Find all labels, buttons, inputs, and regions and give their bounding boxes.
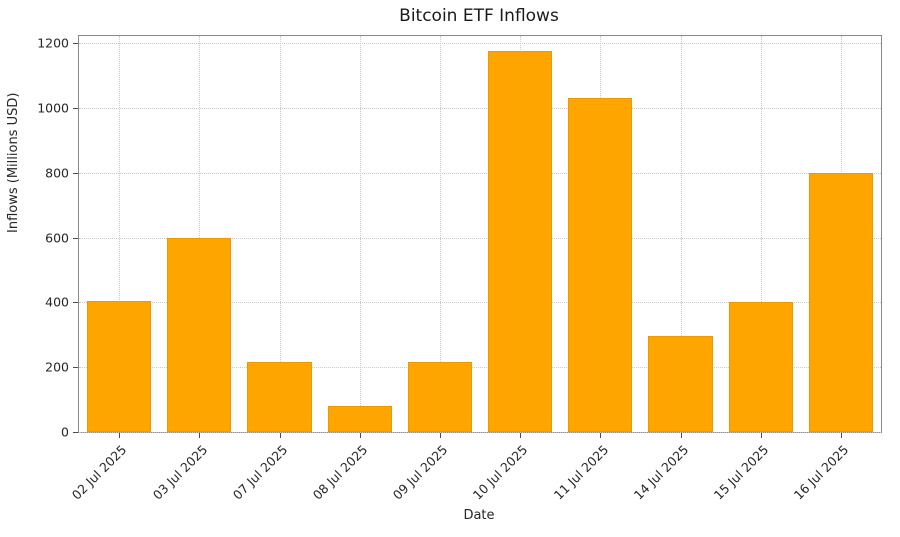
y-axis-label: Inflows (Millions USD) <box>6 92 21 233</box>
bar <box>728 302 793 432</box>
x-tick-label: 07 Jul 2025 <box>229 442 291 503</box>
x-tick-label: 15 Jul 2025 <box>710 442 772 503</box>
x-tick-mark <box>439 433 441 438</box>
x-tick-label: 09 Jul 2025 <box>389 442 451 503</box>
x-axis-label: Date <box>463 508 495 523</box>
gridline-vertical <box>279 36 281 432</box>
x-tick-label: 14 Jul 2025 <box>630 442 692 503</box>
x-tick-mark <box>199 433 201 438</box>
bar <box>648 336 713 432</box>
x-tick-label: 02 Jul 2025 <box>69 442 130 503</box>
gridline-vertical <box>439 36 441 432</box>
x-tick-mark <box>119 433 121 438</box>
x-tick-mark <box>840 433 842 438</box>
y-tick-label: 1000 <box>37 100 69 116</box>
gridline-horizontal <box>79 432 881 433</box>
x-tick-label: 11 Jul 2025 <box>550 442 611 503</box>
gridline-horizontal <box>79 107 881 109</box>
x-tick-mark <box>279 433 281 438</box>
gridline-horizontal <box>79 237 881 239</box>
bar <box>247 362 312 432</box>
bar <box>568 98 633 432</box>
plot-area: 0 200 400 600 800 1000 1200 02 Jul 2025 03 Jul 2… <box>37 35 882 503</box>
y-tick-label: 200 <box>45 359 69 375</box>
y-tick-label: 1200 <box>37 35 69 51</box>
bar <box>407 362 472 432</box>
bar <box>808 172 873 432</box>
bar <box>87 300 152 432</box>
x-tick-label: 16 Jul 2025 <box>790 442 852 503</box>
y-tick-mark <box>73 302 78 304</box>
tick-layer: 0 200 400 600 800 1000 1200 02 Jul 2025 03 Jul 2… <box>37 36 881 503</box>
x-tick-label: 08 Jul 2025 <box>309 442 371 503</box>
bar <box>167 237 232 432</box>
gridline-vertical <box>359 36 361 432</box>
y-tick-label: 400 <box>45 294 69 310</box>
y-tick-mark <box>73 172 78 174</box>
chart-title: Bitcoin ETF Inflows <box>399 6 559 26</box>
gridline-vertical <box>680 36 682 432</box>
x-tick-mark <box>520 433 522 438</box>
x-tick-mark <box>359 433 361 438</box>
y-tick-mark <box>73 107 78 109</box>
y-tick-mark <box>73 367 78 369</box>
bar <box>488 51 553 432</box>
gridline-horizontal <box>79 302 881 304</box>
gridline-horizontal <box>79 367 881 369</box>
bar <box>327 406 392 432</box>
y-tick-mark <box>73 237 78 239</box>
y-tick-label: 600 <box>45 230 69 246</box>
x-tick-label: 10 Jul 2025 <box>470 442 531 503</box>
x-tick-label: 03 Jul 2025 <box>149 442 210 503</box>
y-tick-mark <box>73 432 78 433</box>
y-tick-label: 800 <box>45 165 69 181</box>
x-tick-mark <box>600 433 602 438</box>
gridline-horizontal <box>79 172 881 174</box>
y-tick-mark <box>73 43 78 45</box>
gridline-vertical <box>760 36 762 432</box>
x-tick-mark <box>760 433 762 438</box>
bar-layer <box>79 36 881 432</box>
gridline-horizontal <box>79 43 881 45</box>
gridline-vertical <box>119 36 121 432</box>
x-tick-mark <box>680 433 682 438</box>
gridline-vertical <box>199 36 201 432</box>
y-tick-label: 0 <box>61 424 69 440</box>
